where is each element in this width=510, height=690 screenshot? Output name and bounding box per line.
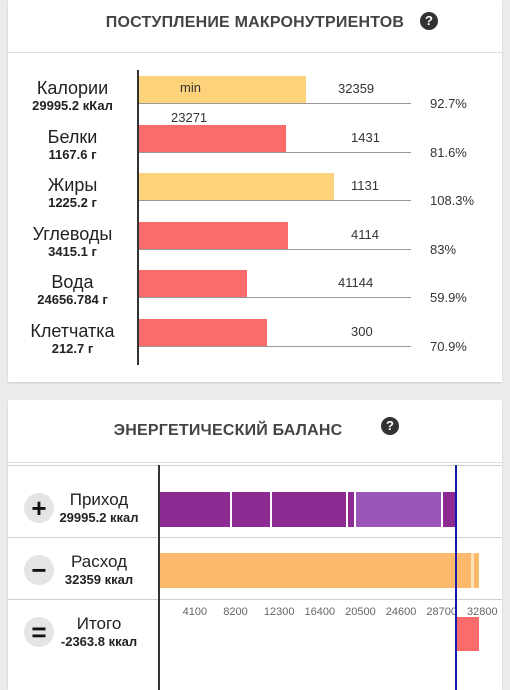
target-line (139, 248, 411, 250)
help-icon[interactable]: ? (420, 12, 438, 30)
macro-name: Углеводы (32, 223, 113, 244)
target-line (139, 345, 411, 347)
expense-bar-end (470, 553, 474, 588)
macro-label: Углеводы 3415.1 г (8, 224, 137, 260)
macro-bar (139, 221, 289, 249)
target-line (139, 151, 411, 153)
macro-name: Клетчатка (30, 320, 115, 341)
target-line (139, 297, 411, 298)
macro-label: Жиры 1225.2 г (8, 175, 137, 211)
sign-icon: = (24, 617, 54, 647)
macro-label: Калории 29995.2 кКал (8, 78, 137, 114)
percent-value: 83% (430, 241, 457, 257)
target-line (139, 103, 411, 104)
macro-bar (139, 270, 247, 297)
macro-name: Калории (36, 78, 109, 98)
income-segment (443, 492, 456, 527)
axis-tick-label: 32800 (467, 606, 498, 618)
macro-value: 24656.784 г (37, 292, 108, 307)
target-line (139, 200, 411, 201)
macro-bar (139, 318, 267, 346)
energy-name: Приход (69, 490, 129, 509)
macro-name: Жиры (47, 175, 98, 195)
axis-tick-label: 4100 (182, 606, 208, 618)
macro-axis (137, 70, 139, 365)
macro-value: 3415.1 г (48, 243, 97, 259)
energy-balance-card: ЭНЕРГЕТИЧЕСКИЙ БАЛАНС ? + Приход 29995.2 к… (8, 400, 502, 690)
macro-bar (139, 76, 306, 103)
macro-value: 1225.2 г (48, 195, 97, 210)
percent-value: 92.7% (430, 96, 467, 111)
axis-tick-label: 24600 (385, 606, 417, 618)
balance-bar (455, 617, 479, 651)
energy-name: Расход (70, 552, 128, 571)
energy-label: Расход 32359 ккал (38, 552, 160, 588)
macro-name: Белки (47, 126, 98, 147)
income-marker-line (455, 465, 458, 690)
target-value: 300 (351, 323, 373, 339)
header-divider (8, 462, 502, 463)
energy-name: Итого (76, 614, 122, 633)
help-icon[interactable]: ? (381, 417, 399, 435)
energy-value: 29995.2 ккал (59, 510, 139, 525)
percent-value: 108.3% (430, 193, 475, 208)
target-value: 32359 (338, 81, 375, 96)
energy-label: Итого -2363.8 ккал (38, 614, 160, 650)
sign-icon: + (24, 493, 54, 523)
macro-value: 29995.2 кКал (32, 98, 113, 113)
axis-tick-label: 12300 (263, 606, 295, 618)
macronutrients-title: ПОСТУПЛЕНИЕ МАКРОНУТРИЕНТОВ (105, 14, 405, 31)
macro-name: Вода (51, 272, 94, 292)
income-segment (160, 492, 230, 527)
axis-tick-label: 20500 (345, 606, 376, 618)
energy-value: 32359 ккал (64, 572, 134, 587)
expense-bar (160, 553, 479, 588)
energy-value: -2363.8 ккал (60, 634, 138, 649)
macro-label: Клетчатка 212.7 г (8, 321, 137, 357)
income-segment (356, 492, 441, 527)
percent-value: 70.9% (430, 338, 467, 354)
energy-balance-title: ЭНЕРГЕТИЧЕСКИЙ БАЛАНС (113, 422, 343, 439)
target-value: 1431 (351, 129, 380, 145)
macro-label: Белки 1167.6 г (8, 127, 137, 163)
income-segment (348, 492, 354, 527)
grid-line (8, 599, 502, 600)
target-value: 1131 (351, 178, 379, 193)
macro-label: Вода 24656.784 г (8, 272, 137, 308)
macro-value: 1167.6 г (48, 146, 97, 162)
energy-label: Приход 29995.2 ккал (38, 490, 160, 526)
axis-tick-label: 28700 (426, 606, 457, 618)
income-segment (272, 492, 346, 527)
macro-bar (139, 124, 286, 152)
axis-tick-label: 8200 (223, 606, 248, 618)
sign-icon: − (24, 555, 54, 585)
macro-value: 212.7 г (51, 340, 94, 356)
percent-value: 59.9% (430, 290, 467, 305)
min-label: min (180, 80, 201, 95)
target-value: 4114 (351, 226, 379, 242)
min-value: 23271 (171, 110, 208, 125)
percent-value: 81.6% (430, 144, 467, 160)
header-divider (8, 52, 502, 53)
axis-tick-label: 16400 (304, 606, 336, 618)
macronutrients-card: ПОСТУПЛЕНИЕ МАКРОНУТРИЕНТОВ ? Калории 299… (8, 0, 502, 382)
macro-bar (139, 173, 334, 200)
energy-axis (158, 465, 160, 690)
target-value: 41144 (338, 275, 374, 290)
income-segment (232, 492, 270, 527)
grid-line (8, 537, 502, 538)
grid-line (8, 465, 502, 466)
